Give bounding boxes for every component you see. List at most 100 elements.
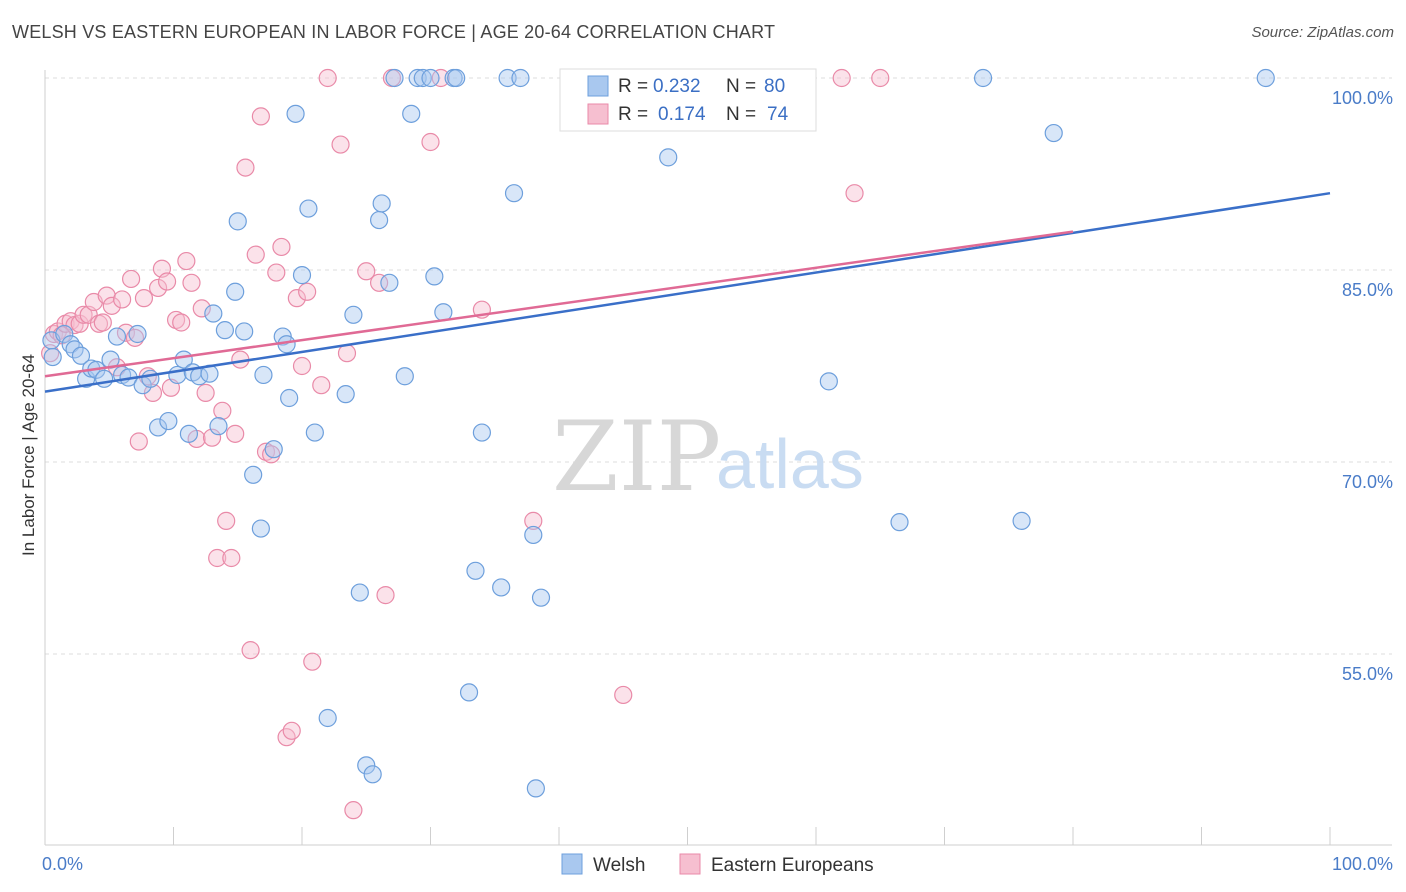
welsh-point-41 [305, 423, 324, 442]
welsh-point-9 [95, 369, 114, 388]
welsh-point-52 [395, 367, 414, 386]
welsh-point-65 [498, 68, 517, 88]
legend-r-label-welsh: R = [618, 76, 648, 97]
eastern-point-56 [312, 376, 331, 395]
watermark-atlas: atlas [716, 425, 864, 503]
welsh-point-56 [421, 68, 440, 88]
welsh-point-45 [350, 583, 369, 602]
welsh-point-16 [141, 369, 160, 388]
eastern-point-51 [282, 721, 301, 740]
welsh-point-51 [385, 68, 404, 88]
welsh-point-63 [472, 423, 491, 442]
eastern-point-17 [116, 323, 136, 342]
eastern-point-49 [272, 237, 291, 257]
welsh-point-34 [264, 440, 283, 459]
eastern-point-65 [421, 132, 440, 152]
eastern-point-14 [102, 296, 121, 315]
welsh-point-53 [402, 104, 421, 123]
eastern-point-44 [246, 245, 265, 264]
bottom-legend-swatch-eastern [679, 853, 701, 875]
welsh-point-74 [819, 372, 838, 391]
legend-n-value-eastern: 74 [767, 104, 789, 125]
welsh-point-32 [251, 519, 270, 538]
watermark: ZIP atlas [552, 401, 864, 513]
welsh-point-57 [425, 267, 444, 286]
welsh-point-2 [55, 324, 74, 344]
welsh-point-14 [128, 324, 147, 344]
welsh-point-30 [235, 322, 254, 341]
eastern-point-35 [202, 428, 222, 447]
eastern-point-66 [431, 68, 450, 88]
eastern-point-16 [112, 290, 132, 309]
eastern-point-48 [267, 263, 286, 282]
welsh-point-54 [408, 68, 427, 88]
y-axis-label: In Labor Force | Age 20-64 [19, 354, 38, 556]
welsh-point-69 [526, 779, 545, 798]
eastern-point-54 [298, 282, 317, 301]
welsh-point-21 [179, 424, 199, 443]
eastern-point-13 [97, 286, 116, 305]
eastern-point-18 [121, 269, 141, 289]
eastern-point-52 [287, 289, 306, 308]
welsh-point-49 [372, 194, 391, 213]
eastern-point-60 [344, 801, 363, 820]
welsh-point-76 [973, 68, 993, 88]
welsh-point-39 [292, 266, 312, 285]
welsh-point-40 [299, 199, 318, 218]
eastern-point-61 [357, 262, 376, 281]
eastern-point-59 [337, 344, 357, 363]
bottom-legend: Welsh Eastern Europeans [561, 853, 874, 876]
eastern-point-55 [303, 652, 322, 671]
eastern-point-30 [177, 251, 196, 271]
eastern-point-73 [871, 68, 890, 88]
welsh-point-62 [466, 561, 485, 580]
eastern-point-58 [331, 135, 350, 154]
y-tick-label-2: 70.0% [1342, 472, 1393, 492]
welsh-point-46 [357, 756, 376, 775]
legend-r-label-eastern: R = [618, 104, 648, 125]
eastern-point-29 [172, 313, 191, 332]
legend-n-label-eastern: N = [726, 104, 756, 125]
legend-n-label-welsh: N = [726, 76, 756, 97]
watermark-zip: ZIP [552, 401, 721, 513]
eastern-point-8 [74, 305, 93, 324]
x-tick-label-left: 0.0% [42, 854, 83, 874]
welsh-point-17 [148, 418, 168, 437]
welsh-trend-line [44, 191, 1331, 393]
eastern-point-71 [832, 68, 851, 88]
eastern-point-69 [614, 685, 633, 705]
legend-r-value-welsh: 0.232 [653, 76, 701, 97]
eastern-point-20 [129, 432, 148, 451]
eastern-point-12 [93, 313, 112, 332]
y-tick-labels: 100.0% 85.0% 70.0% 55.0% [1332, 88, 1393, 684]
eastern-point-42 [236, 158, 255, 177]
legend-r-value-eastern: 0.174 [658, 104, 706, 125]
welsh-point-64 [492, 578, 511, 597]
welsh-point-61 [459, 683, 479, 702]
eastern-point-63 [376, 586, 395, 605]
eastern-point-72 [845, 184, 864, 203]
eastern-point-47 [262, 445, 281, 464]
y-tick-label-0: 100.0% [1332, 88, 1393, 108]
welsh-point-47 [363, 765, 382, 784]
legend-swatch-welsh [587, 75, 609, 97]
welsh-point-27 [215, 321, 234, 340]
welsh-point-72 [659, 148, 678, 167]
eastern-point-38 [217, 511, 236, 530]
welsh-point-29 [228, 212, 247, 231]
welsh-point-11 [107, 327, 127, 346]
eastern-trend-line [44, 230, 1074, 378]
welsh-point-18 [159, 411, 178, 431]
welsh-point-55 [413, 68, 432, 88]
welsh-point-67 [511, 68, 530, 88]
welsh-point-38 [286, 104, 305, 123]
welsh-point-26 [209, 417, 228, 436]
welsh-point-77 [1012, 511, 1031, 530]
chart-title: WELSH VS EASTERN EUROPEAN IN LABOR FORCE… [12, 22, 776, 42]
legend: R = 0.232 N = 80 R = 0.174 N = 74 [559, 68, 817, 132]
eastern-point-53 [292, 356, 312, 376]
eastern-point-21 [134, 289, 154, 308]
welsh-point-33 [254, 365, 273, 385]
x-tick-labels: 0.0% 100.0% [42, 854, 1393, 874]
